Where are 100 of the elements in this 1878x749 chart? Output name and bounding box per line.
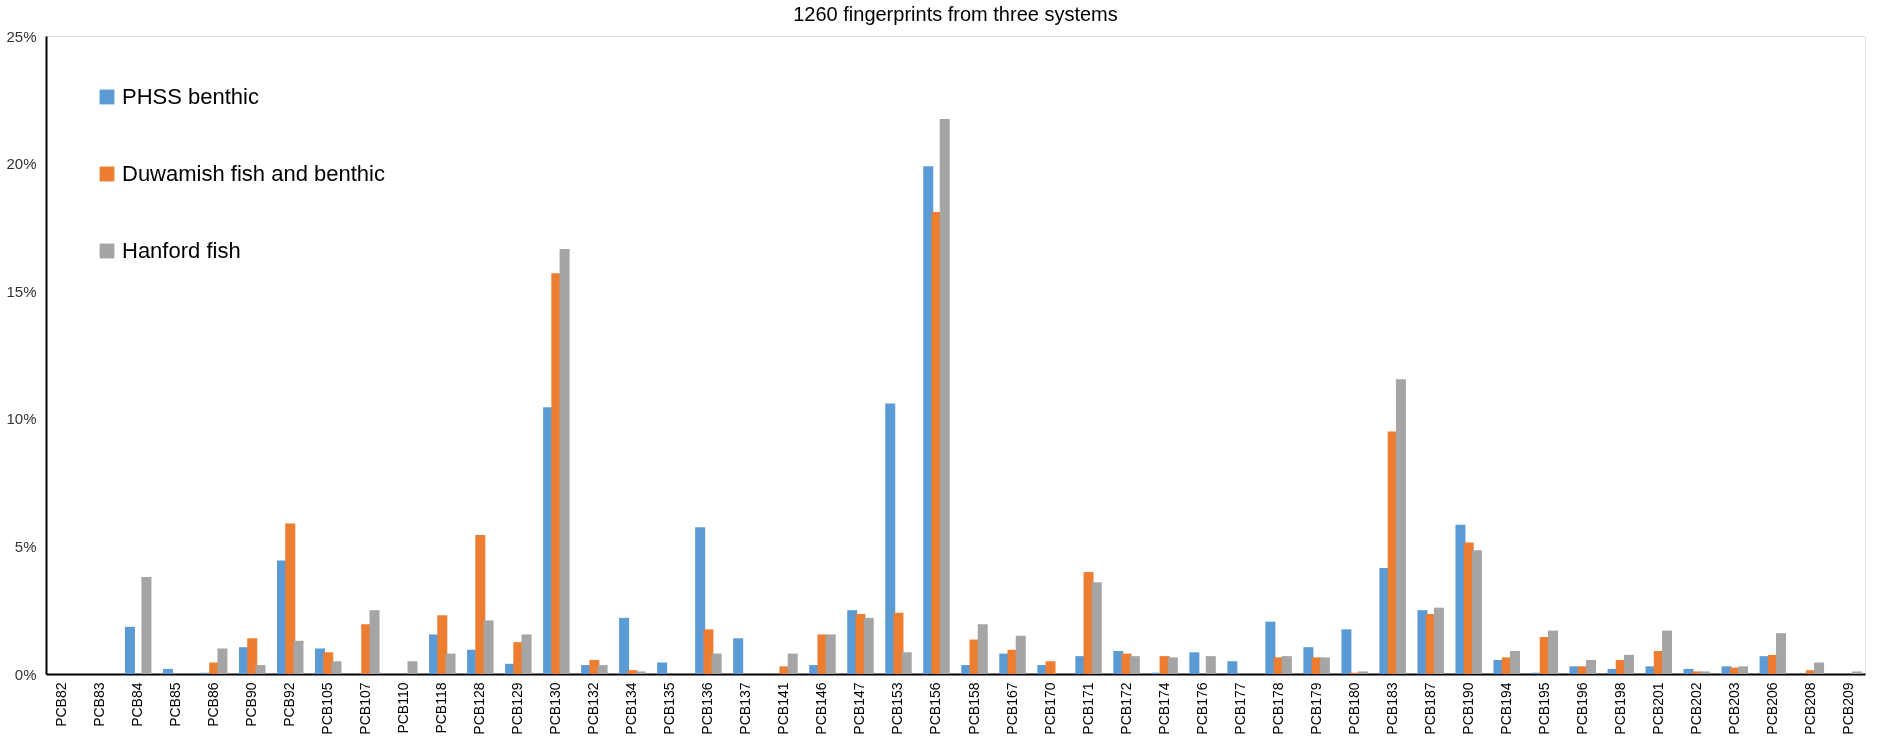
x-tick-label: PCB128: [471, 682, 488, 735]
bar: [657, 662, 668, 674]
x-tick-label: PCB132: [585, 682, 602, 735]
bar: [445, 653, 456, 674]
bar: [703, 629, 714, 674]
y-tick-label: 10%: [6, 410, 37, 428]
x-tick-label: PCB86: [205, 682, 222, 727]
x-tick-label: PCB187: [1421, 682, 1438, 735]
bar: [1776, 633, 1787, 674]
bar: [939, 118, 950, 674]
bar: [162, 668, 173, 674]
bar: [1205, 656, 1216, 674]
x-tick-label: PCB198: [1611, 682, 1628, 735]
bar: [1417, 610, 1428, 674]
legend-label: PHSS benthic: [122, 84, 259, 109]
bar: [1700, 671, 1711, 674]
bar: [361, 624, 372, 674]
bar: [124, 626, 135, 674]
bar: [521, 634, 532, 674]
x-tick-label: PCB141: [775, 682, 792, 735]
chart-title: 1260 fingerprints from three systems: [793, 3, 1118, 25]
y-tick-label: 5%: [14, 537, 37, 555]
y-tick-label: 20%: [6, 155, 37, 173]
x-tick-label: PCB83: [91, 682, 108, 727]
bar: [1167, 657, 1178, 674]
x-tick-label: PCB176: [1193, 682, 1210, 735]
x-tick-label: PCB147: [851, 682, 868, 735]
bar: [855, 614, 866, 674]
bar: [1493, 659, 1504, 674]
bar: [1075, 656, 1086, 674]
bar: [217, 648, 228, 674]
bar: [1189, 652, 1200, 674]
bar: [1623, 654, 1634, 674]
bar: [589, 659, 600, 674]
bar: [635, 671, 646, 674]
bar: [787, 653, 798, 674]
bar: [977, 624, 988, 674]
bar: [1509, 651, 1520, 674]
bar: [407, 661, 418, 674]
x-tick-label: PCB135: [661, 682, 678, 735]
bar: [1227, 661, 1238, 674]
bar: [1662, 630, 1673, 674]
x-tick-label: PCB92: [281, 682, 298, 727]
y-tick-label: 0%: [14, 665, 37, 683]
bar: [255, 665, 266, 674]
bar: [1433, 607, 1444, 674]
bar: [1015, 635, 1026, 674]
x-tick-label: PCB167: [1003, 682, 1020, 735]
bar: [1129, 656, 1140, 674]
bar: [1303, 647, 1314, 674]
x-tick-label: PCB203: [1725, 682, 1742, 735]
x-tick-label: PCB156: [927, 682, 944, 735]
x-tick-label: PCB190: [1459, 682, 1476, 735]
bar: [285, 523, 296, 674]
bar: [597, 665, 608, 674]
y-tick-label: 15%: [6, 282, 37, 300]
x-tick-label: PCB90: [243, 682, 260, 727]
bar: [627, 670, 638, 674]
bar: [711, 653, 722, 674]
bar: [1585, 659, 1596, 674]
x-tick-label: PCB195: [1535, 682, 1552, 735]
bar: [733, 638, 744, 674]
bar: [1814, 662, 1825, 674]
bar: [619, 617, 630, 674]
bar: [779, 666, 790, 674]
legend-label: Hanford fish: [122, 238, 241, 263]
x-tick-label: PCB130: [547, 682, 564, 735]
bar: [931, 212, 942, 674]
bar: [961, 665, 972, 674]
bar: [1037, 665, 1048, 674]
bar: [559, 249, 570, 674]
bar: [475, 534, 486, 674]
x-tick-label: PCB136: [699, 682, 716, 735]
bar: [1281, 656, 1292, 674]
bar: [1357, 671, 1368, 674]
x-tick-label: PCB110: [395, 682, 412, 734]
x-tick-label: PCB84: [129, 682, 146, 727]
bar: [293, 640, 304, 674]
x-tick-label: PCB206: [1763, 682, 1780, 735]
x-tick-label: PCB158: [965, 682, 982, 735]
bar: [825, 634, 836, 674]
bar: [863, 617, 874, 674]
x-tick-label: PCB170: [1041, 682, 1058, 735]
x-tick-label: PCB85: [167, 682, 184, 727]
bar: [1091, 582, 1102, 674]
bar: [901, 652, 912, 674]
bar: [1738, 666, 1749, 674]
bar: [1547, 630, 1558, 674]
bar: [893, 612, 904, 674]
x-tick-label: PCB118: [433, 682, 450, 734]
bar: [1395, 379, 1406, 674]
x-tick-label: PCB177: [1231, 682, 1248, 735]
x-tick-label: PCB201: [1649, 682, 1666, 735]
bar: [1455, 524, 1466, 674]
x-tick-label: PCB137: [737, 682, 754, 735]
x-tick-label: PCB202: [1687, 682, 1704, 735]
bar: [1319, 657, 1330, 674]
bar: [695, 527, 706, 674]
bar: [1045, 661, 1056, 674]
bar: [513, 642, 524, 674]
